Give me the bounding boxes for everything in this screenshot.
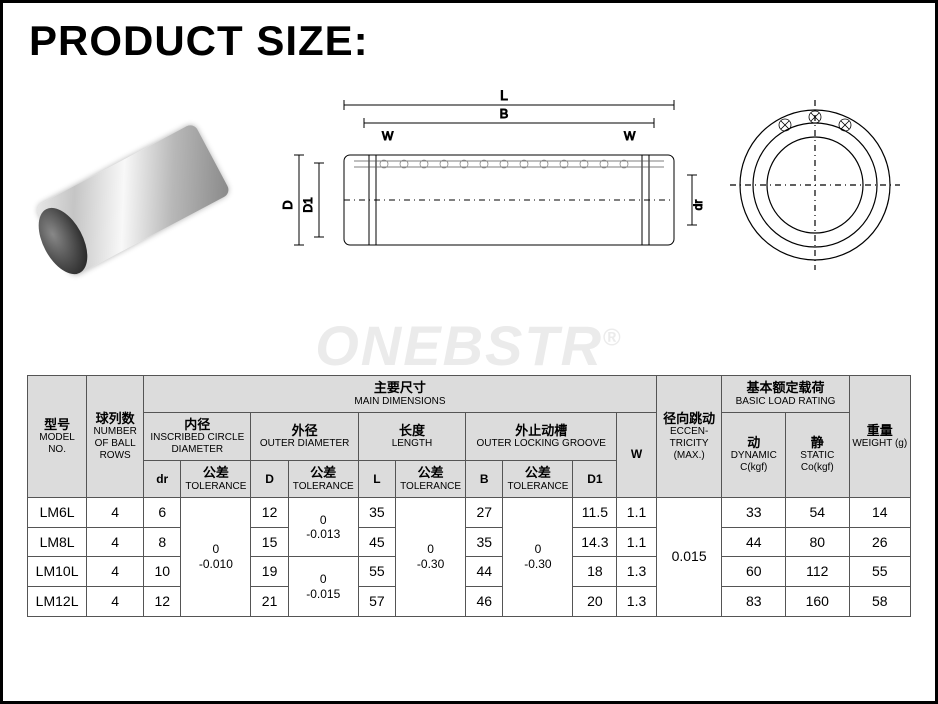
cell: 46	[466, 587, 503, 617]
hdr-groove: 外止动槽OUTER LOCKING GROOVE	[466, 412, 617, 461]
hdr-main: 主要尺寸MAIN DIMENSIONS	[144, 376, 657, 413]
page-title: PRODUCT SIZE:	[3, 3, 935, 65]
cell: LM8L	[28, 527, 87, 557]
hdr-tol-dr: 公差TOLERANCE	[181, 461, 251, 498]
hdr-tol-B: 公差TOLERANCE	[503, 461, 573, 498]
end-view-drawing	[725, 95, 905, 275]
table-row: LM6L460-0.010120-0.013350-0.30270-0.3011…	[28, 497, 911, 527]
cell: 4	[87, 497, 144, 527]
cell: 1.3	[617, 587, 656, 617]
cell: 112	[786, 557, 850, 587]
svg-text:D: D	[280, 200, 295, 209]
cell: 35	[466, 527, 503, 557]
cell: 20	[573, 587, 617, 617]
cell: 10	[144, 557, 181, 587]
hdr-length: 长度LENGTH	[358, 412, 465, 461]
cell: 0-0.010	[181, 497, 251, 616]
cell: 4	[87, 587, 144, 617]
cell: LM12L	[28, 587, 87, 617]
hdr-tol-L: 公差TOLERANCE	[396, 461, 466, 498]
svg-text:L: L	[500, 87, 508, 103]
cell: 27	[466, 497, 503, 527]
cell: 4	[87, 527, 144, 557]
hdr-model: 型号MODEL NO.	[28, 376, 87, 498]
hdr-weight: 重量WEIGHT (g)	[849, 376, 910, 498]
hdr-W: W	[617, 412, 656, 497]
cell: LM10L	[28, 557, 87, 587]
hdr-outer: 外径OUTER DIAMETER	[251, 412, 358, 461]
svg-text:dr: dr	[691, 200, 705, 211]
svg-text:B: B	[500, 106, 509, 121]
hdr-tol-D: 公差TOLERANCE	[288, 461, 358, 498]
cell: 54	[786, 497, 850, 527]
cell: 35	[358, 497, 395, 527]
hdr-load: 基本额定载荷BASIC LOAD RATING	[722, 376, 849, 413]
spec-table: 型号MODEL NO. 球列数NUMBER OF BALL ROWS 主要尺寸M…	[27, 375, 911, 617]
cell: 0-0.013	[288, 497, 358, 557]
cell: LM6L	[28, 497, 87, 527]
cell: 4	[87, 557, 144, 587]
hdr-L: L	[358, 461, 395, 498]
cell: 18	[573, 557, 617, 587]
hdr-B: B	[466, 461, 503, 498]
hdr-dyn: 动DYNAMIC C(kgf)	[722, 412, 786, 497]
cell: 1.3	[617, 557, 656, 587]
watermark: ONEBSTR®	[3, 313, 935, 378]
hdr-rows: 球列数NUMBER OF BALL ROWS	[87, 376, 144, 498]
cell: 19	[251, 557, 288, 587]
cell: 57	[358, 587, 395, 617]
cell: 160	[786, 587, 850, 617]
cell: 12	[251, 497, 288, 527]
cell: 60	[722, 557, 786, 587]
hdr-dr: dr	[144, 461, 181, 498]
hdr-D1: D1	[573, 461, 617, 498]
spec-table-wrap: 型号MODEL NO. 球列数NUMBER OF BALL ROWS 主要尺寸M…	[3, 375, 935, 617]
cell: 11.5	[573, 497, 617, 527]
product-size-frame: PRODUCT SIZE: L B W W D	[0, 0, 938, 704]
cell: 44	[466, 557, 503, 587]
cell: 0.015	[656, 497, 722, 616]
table-row: LM12L412 21 57 46 201.3 8316058	[28, 587, 911, 617]
cell: 21	[251, 587, 288, 617]
cell: 12	[144, 587, 181, 617]
hdr-D: D	[251, 461, 288, 498]
hdr-inscribed: 内径INSCRIBED CIRCLE DIAMETER	[144, 412, 251, 461]
svg-text:D1: D1	[301, 197, 315, 213]
cell: 26	[849, 527, 910, 557]
cell: 14	[849, 497, 910, 527]
cell: 55	[358, 557, 395, 587]
cell: 55	[849, 557, 910, 587]
cell: 6	[144, 497, 181, 527]
cell: 83	[722, 587, 786, 617]
cell: 44	[722, 527, 786, 557]
cell: 1.1	[617, 497, 656, 527]
cell: 1.1	[617, 527, 656, 557]
cell: 0-0.015	[288, 557, 358, 617]
cell: 8	[144, 527, 181, 557]
cell: 15	[251, 527, 288, 557]
cell: 14.3	[573, 527, 617, 557]
hdr-stat: 静STATIC Co(kgf)	[786, 412, 850, 497]
product-photo	[33, 95, 243, 275]
table-row: LM10L410190-0.0155544181.36011255	[28, 557, 911, 587]
cell: 58	[849, 587, 910, 617]
diagram-row: L B W W D D1 dr	[3, 65, 935, 295]
cell: 80	[786, 527, 850, 557]
side-view-drawing: L B W W D D1 dr	[263, 85, 725, 285]
cell: 33	[722, 497, 786, 527]
table-row: LM8L48 15 45 35 14.31.1 448026	[28, 527, 911, 557]
hdr-ecc: 径向跳动ECCEN-TRICITY (MAX.)	[656, 376, 722, 498]
cell: 0-0.30	[396, 497, 466, 616]
cell: 45	[358, 527, 395, 557]
svg-text:W: W	[624, 129, 636, 143]
svg-text:W: W	[382, 129, 394, 143]
cell: 0-0.30	[503, 497, 573, 616]
